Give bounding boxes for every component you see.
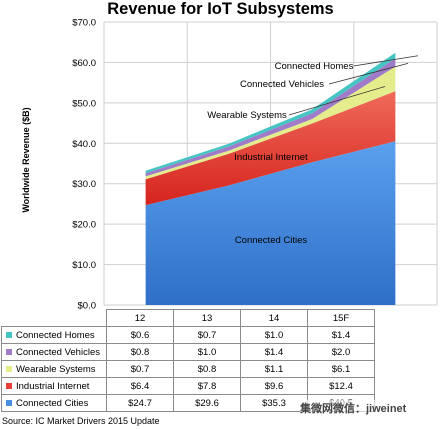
table-cell: $6.4 (106, 377, 174, 395)
callout-leader-line (288, 86, 386, 116)
table-row: Connected Homes $0.6 $0.7 $1.0 $1.4 (1, 326, 375, 344)
table-cell: $0.8 (106, 343, 174, 361)
legend-swatch (6, 399, 12, 406)
y-tick-label: $20.0 (72, 220, 96, 231)
table-cell: $0.7 (173, 326, 241, 344)
table-row: Wearable Systems $0.7 $0.8 $1.1 $6.1 (1, 360, 375, 378)
y-tick-label: $0.0 (78, 301, 97, 311)
table-cell: $2.0 (307, 343, 375, 361)
table-cell: $35.3 (240, 394, 308, 412)
category-label: 13 (173, 309, 241, 327)
callout-leader-line (328, 62, 409, 85)
y-tick-label: $40.0 (72, 139, 96, 150)
legend-swatch (6, 331, 12, 338)
table-row: Connected Vehicles $0.8 $1.0 $1.4 $2.0 (1, 343, 375, 361)
table-cell: $1.4 (307, 326, 375, 344)
area-chart: $0.0$10.0$20.0$30.0$40.0$50.0$60.0$70.0 … (72, 18, 438, 311)
series-label: Connected Vehicles (16, 346, 100, 358)
table-cell: $0.8 (173, 360, 241, 378)
area-label-industrial-internet: Industrial Internet (234, 152, 308, 163)
y-tick-label: $50.0 (72, 98, 96, 109)
source-note: Source: IC Market Drivers 2015 Update (2, 416, 160, 426)
y-tick-label: $30.0 (72, 179, 96, 190)
table-cell: $1.4 (240, 343, 308, 361)
legend-swatch (6, 348, 12, 355)
y-tick-label: $10.0 (72, 260, 96, 271)
category-label: 12 (106, 309, 174, 327)
table-cell: $29.6 (173, 394, 241, 412)
series-label: Connected Cities (16, 397, 89, 409)
table-cell: $0.7 (106, 360, 174, 378)
area-connected-cities (145, 141, 396, 305)
category-label: 15F (307, 309, 375, 327)
table-cell: $1.0 (240, 326, 308, 344)
legend-swatch (6, 365, 12, 372)
table-cell: $7.8 (173, 377, 241, 395)
chart-title: Revenue for IoT Subsystems (107, 0, 334, 18)
series-label: Wearable Systems (16, 363, 96, 375)
table-cell: $9.6 (240, 377, 308, 395)
area-industrial-internet (145, 91, 396, 206)
table-row: Connected Cities $24.7 $29.6 $35.3 $40.5 (1, 394, 375, 412)
table-header-row: 12 13 14 15F (2, 309, 375, 327)
table-cell: $12.4 (307, 377, 375, 395)
callout-label-connected-vehicles: Connected Vehicles (240, 79, 324, 90)
y-tick-label: $60.0 (72, 58, 96, 69)
table-cell: $24.7 (106, 394, 174, 412)
series-label: Industrial Internet (16, 380, 90, 392)
legend-swatch (6, 382, 12, 389)
callout-label-wearable-systems: Wearable Systems (207, 110, 287, 121)
table-cell: $1.1 (240, 360, 308, 378)
callout-leader-line (353, 55, 419, 67)
data-table: 12 13 14 15F Connected Homes $0.6 $0.7 $… (1, 309, 375, 412)
category-label: 14 (240, 309, 308, 327)
watermark: 集微网微信：jiweinet (300, 400, 407, 416)
callout-label-connected-homes: Connected Homes (275, 61, 354, 72)
table-row: Industrial Internet $6.4 $7.8 $9.6 $12.4 (1, 377, 375, 395)
table-cell: $0.6 (106, 326, 174, 344)
table-cell: $6.1 (307, 360, 375, 378)
series-label: Connected Homes (16, 329, 95, 341)
area-label-connected-cities: Connected Cities (235, 235, 308, 246)
y-tick-label: $70.0 (72, 18, 96, 29)
table-cell: $1.0 (173, 343, 241, 361)
